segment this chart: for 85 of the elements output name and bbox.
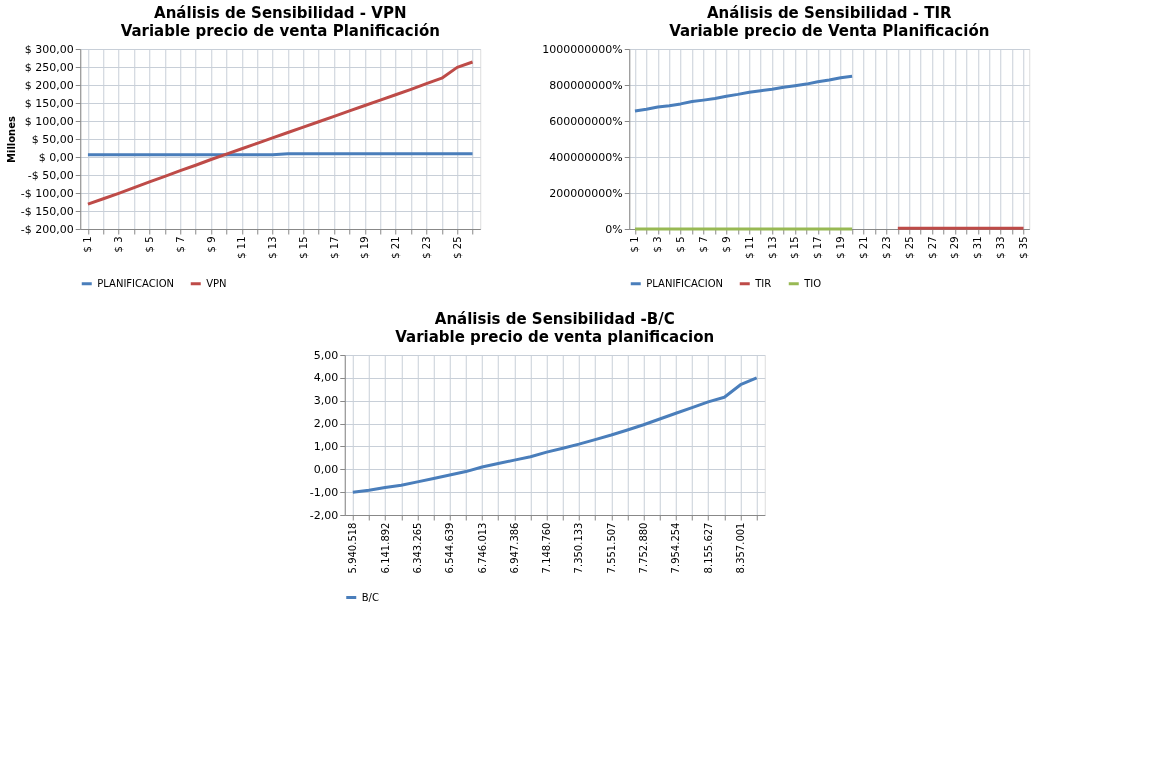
x-tick-label: $ 21 [858, 236, 870, 259]
x-tick-label: $ 35 [1018, 236, 1030, 259]
x-tick-label: $ 19 [835, 236, 847, 259]
line-series [633, 74, 854, 113]
chart-subtitle: Variable precio de venta planificacion [395, 328, 715, 346]
y-tick-label: 800000000% [549, 78, 623, 92]
y-tick-label: -2,00 [309, 508, 339, 522]
x-tick-label: $ 7 [698, 236, 710, 253]
x-tick-label: $ 5 [143, 236, 155, 253]
x-tick-label: $ 3 [113, 236, 125, 253]
x-tick-label: $ 23 [880, 236, 892, 259]
y-tick-label: 1,00 [313, 439, 339, 453]
y-tick-label: -$ 50,00 [27, 168, 74, 182]
x-tick-label: $ 3 [652, 236, 664, 253]
y-tick-label: $ 300,00 [24, 42, 74, 56]
x-tick-label: $ 15 [297, 236, 309, 259]
chart-title: Análisis de Sensibilidad -B/C [434, 310, 675, 328]
x-tick-label: $ 7 [174, 236, 186, 253]
x-tick-label: 8.357.001 [735, 522, 747, 574]
x-tick-label: $ 13 [267, 236, 279, 259]
legend-label: PLANIFICACION [646, 277, 723, 289]
y-tick-label: -$ 100,00 [20, 186, 74, 200]
x-tick-label: $ 17 [328, 236, 340, 259]
x-tick-label: $ 17 [812, 236, 824, 259]
legend-label: TIR [754, 277, 772, 289]
x-tick-label: 7.148.760 [541, 522, 553, 574]
x-tick-label: $ 5 [675, 236, 687, 253]
x-tick-label: 5.940.518 [347, 522, 359, 574]
x-tick-label: 7.551.507 [605, 522, 617, 574]
chart-subtitle: Variable precio de venta Planificación [120, 22, 440, 40]
legend-label: B/C [361, 591, 379, 603]
chart-title: Análisis de Sensibilidad - VPN [154, 4, 407, 22]
y-tick-label: $ 200,00 [24, 78, 74, 92]
x-tick-label: 6.544.639 [444, 522, 456, 574]
line-series [351, 376, 759, 494]
legend-label: TIO [803, 277, 822, 289]
x-tick-label: $ 11 [743, 236, 755, 259]
y-tick-label: 0,00 [313, 462, 339, 476]
y-tick-label: $ 0,00 [38, 150, 74, 164]
x-tick-label: $ 25 [903, 236, 915, 259]
chart-subtitle: Variable precio de Venta Planificación [669, 22, 990, 40]
y-tick-label: 0% [605, 222, 623, 236]
x-tick-label: $ 29 [949, 236, 961, 259]
x-tick-label: 8.155.627 [702, 522, 714, 574]
y-tick-label: $ 150,00 [24, 96, 74, 110]
y-tick-label: -$ 200,00 [20, 222, 74, 236]
legend-label: VPN [206, 277, 227, 289]
y-tick-label: 200000000% [549, 186, 623, 200]
y-tick-label: 4,00 [313, 371, 339, 385]
x-tick-label: 6.947.386 [508, 522, 520, 574]
x-tick-label: $ 11 [236, 236, 248, 259]
y-tick-label: 600000000% [549, 114, 623, 128]
x-tick-label: $ 27 [926, 236, 938, 259]
y-tick-label: 400000000% [549, 150, 623, 164]
x-tick-label: $ 9 [205, 236, 217, 253]
y-tick-label: -$ 150,00 [20, 204, 74, 218]
y-tick-label: $ 250,00 [24, 60, 74, 74]
y-tick-label: 3,00 [313, 394, 339, 408]
x-tick-label: 7.350.133 [573, 522, 585, 574]
line-series [86, 60, 475, 206]
chart-title: Análisis de Sensibilidad - TIR [706, 4, 952, 22]
x-tick-label: $ 25 [451, 236, 463, 259]
y-tick-label: 5,00 [313, 348, 339, 362]
y-tick-label: -1,00 [309, 485, 339, 499]
x-tick-label: $ 9 [720, 236, 732, 253]
x-tick-label: $ 15 [789, 236, 801, 259]
x-tick-label: $ 1 [629, 236, 641, 253]
x-tick-label: $ 13 [766, 236, 778, 259]
legend-label: PLANIFICACION [97, 277, 174, 289]
y-tick-label: $ 100,00 [24, 114, 74, 128]
x-tick-label: $ 23 [420, 236, 432, 259]
x-tick-label: 6.746.013 [476, 522, 488, 574]
x-tick-label: $ 19 [359, 236, 371, 259]
y-axis-title: Millones [5, 115, 17, 163]
y-tick-label: 1000000000% [542, 42, 623, 56]
y-tick-label: $ 50,00 [31, 132, 74, 146]
x-tick-label: $ 1 [82, 236, 94, 253]
x-tick-label: $ 33 [995, 236, 1007, 259]
x-tick-label: 7.752.880 [638, 522, 650, 574]
y-tick-label: 2,00 [313, 417, 339, 431]
x-tick-label: 7.954.254 [670, 522, 682, 574]
x-tick-label: 6.343.265 [411, 522, 423, 574]
x-tick-label: 6.141.892 [379, 522, 391, 574]
x-tick-label: $ 21 [390, 236, 402, 259]
x-tick-label: $ 31 [972, 236, 984, 259]
